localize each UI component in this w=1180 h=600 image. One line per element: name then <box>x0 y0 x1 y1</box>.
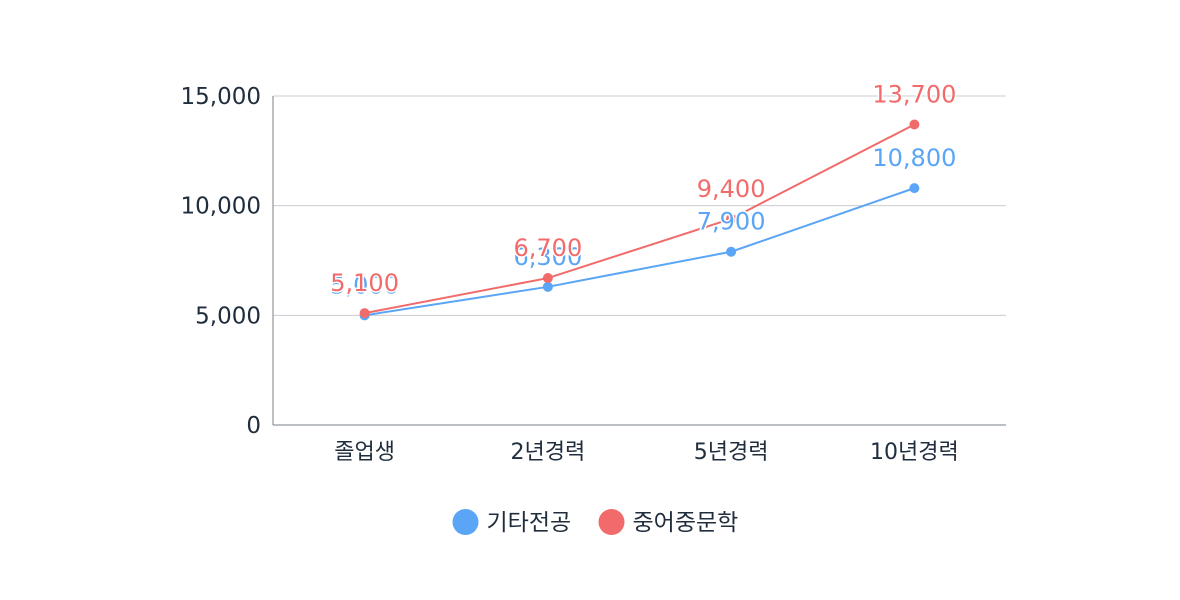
data-label-layer: 5,000 6,300 7,900 10,800 5,100 6,700 9,400 13,7… <box>329 79 958 301</box>
data-label: 9,400 <box>697 175 766 203</box>
data-point <box>726 246 737 257</box>
series-layer <box>359 119 920 321</box>
x-tick-label: 2년경력 <box>511 440 586 465</box>
x-tick-label: 5년경력 <box>694 440 769 465</box>
legend-label: 중어중문학 <box>633 510 739 536</box>
grid-layer <box>273 95 1006 316</box>
legend-label: 기타전공 <box>487 510 572 536</box>
y-tick-label: 10,000 <box>181 194 261 220</box>
data-point <box>542 281 553 292</box>
axis-layer: 0 5,000 10,000 15,000 졸업생 2년경력 5년경력 10년경력 <box>181 84 1006 465</box>
series-line <box>364 123 915 315</box>
x-tick-label: 졸업생 <box>334 440 395 465</box>
data-label: 7,900 <box>697 208 766 236</box>
data-point <box>542 273 553 284</box>
data-point <box>909 183 920 194</box>
series-line <box>364 187 915 317</box>
legend-marker <box>452 509 479 535</box>
data-label: 5,100 <box>330 269 399 297</box>
y-tick-label: 15,000 <box>181 84 261 110</box>
data-label: 13,700 <box>872 81 956 109</box>
x-tick-label: 10년경력 <box>870 440 959 465</box>
legend-marker <box>598 509 625 535</box>
data-label: 6,300 <box>514 243 583 271</box>
data-point <box>726 213 737 224</box>
y-tick-label: 5,000 <box>195 303 261 329</box>
data-label: 6,700 <box>514 234 583 262</box>
legend: 기타전공 중어중문학 <box>452 509 739 536</box>
data-label: 10,800 <box>872 144 956 172</box>
y-tick-label: 0 <box>246 413 261 439</box>
data-point <box>909 119 920 130</box>
data-label: 5,000 <box>330 271 399 299</box>
data-point <box>359 308 370 319</box>
